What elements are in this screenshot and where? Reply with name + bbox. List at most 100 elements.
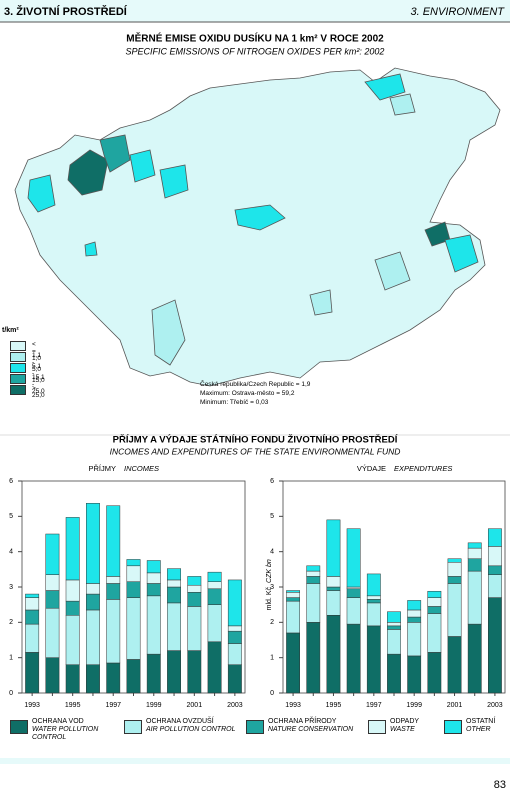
bar-segment [346,586,361,590]
x-tick-label: 1995 [326,702,342,709]
legend-name: OCHRANA VOD [32,718,84,725]
x-tick-label: 2001 [447,702,463,709]
legend-item: OCHRANA VOD WATER POLLUTION CONTROL [10,718,122,742]
bar-segment [25,593,40,598]
map-legend-title: t/km² [2,327,19,334]
y-tick-label: 4 [270,549,274,556]
bar-segment [366,625,381,694]
bar-segment [126,565,141,582]
x-tick-label: 1995 [65,702,81,709]
map-legend-label: < = 1,0 [32,341,42,362]
page-number: 83 [494,779,506,791]
footer-band [0,758,510,764]
district [364,73,406,101]
bar-segment [86,503,100,584]
bar-segment [427,590,442,598]
map-legend-label: 5,1 - 15,0 [32,363,45,384]
legend-name-en: WASTE [390,726,415,733]
bar-segment [447,636,462,694]
bar-segment [65,517,80,581]
legend-item: OCHRANA OVZDUŠÍ AIR POLLUTION CONTROL [124,718,236,734]
bar-segment [45,574,60,591]
map-note: Česká republika/Czech Republic = 1,9 [200,381,311,388]
bar-segment [427,597,442,607]
bar-segment [427,652,442,694]
district [99,134,131,173]
bar-segment [187,606,202,651]
bar-segment [346,588,361,598]
district [84,241,98,257]
y-tick-label: 6 [9,478,13,485]
y-tick-label: 1 [9,655,13,662]
y-axis-label: mld. Kč [266,587,273,611]
district [444,234,479,273]
bar-segment [366,599,381,604]
y-tick-label: 0 [270,690,274,697]
bar-segment [387,622,401,627]
map-note: Minimum: Třebíč = 0,03 [200,399,269,406]
y-tick-label: 3 [9,584,13,591]
bar-segment [346,528,361,588]
bar-segment [25,652,40,694]
bar-segment [65,664,80,694]
map-subtitle: SPECIFIC EMISSIONS OF NITROGEN OXIDES PE… [126,46,385,56]
legend-swatch [368,720,386,734]
bar-segment [45,657,60,694]
bar-segment [366,573,381,597]
map-note: Maximum: Ostrava-město = 59,2 [200,390,295,397]
legend-swatch [444,720,462,734]
charts-title: PŘÍJMY A VÝDAJE STÁTNÍHO FONDU ŽIVOTNÍHO… [113,434,398,446]
bar-segment [106,576,121,584]
legend-name: OSTATNÍ [466,718,496,725]
x-tick-label: 2001 [187,702,203,709]
legend-name: OCHRANA PŘÍRODY [268,718,337,725]
bar-segment [407,616,422,623]
district [151,299,186,366]
x-tick-label: 1999 [406,702,422,709]
bar-segment [25,597,40,611]
map-legend-swatch [10,341,26,351]
bar-segment [106,505,121,577]
bar-segment [146,653,161,694]
bar-segment [167,579,181,588]
bar-segment [227,630,242,644]
bar-segment [467,542,482,549]
y-tick-label: 5 [270,513,274,520]
bar-segment [427,606,442,614]
y-tick-label: 1 [270,655,274,662]
bar-segment [227,579,242,627]
map-legend-label: > 25,0 [32,385,45,399]
legend-swatch [246,720,264,734]
legend-swatch [10,720,28,734]
legend-item: OCHRANA PŘÍRODY NATURE CONSERVATION [246,718,358,734]
bar-segment [407,609,422,618]
bar-segment [167,602,181,651]
bar-segment [306,622,321,694]
header-right: 3. ENVIRONMENT [410,6,505,18]
x-tick-label: 2003 [227,702,243,709]
bar-segment [326,576,341,588]
bar-segment [306,570,321,577]
bar-segment [45,607,60,658]
bar-segment [407,655,422,694]
bar-segment [146,560,161,574]
bar-segment [306,576,321,584]
bar-segment [286,600,301,634]
bar-segment [407,622,422,657]
bar-segment [387,653,401,694]
x-tick-label: 1999 [146,702,162,709]
bar-segment [407,600,422,611]
bar-segment [366,602,381,627]
bar-segment [447,558,462,563]
bar-segment [65,600,80,616]
bar-segment [207,581,222,590]
y-tick-label: 5 [9,513,13,520]
bar-segment [167,586,181,604]
district [159,164,189,199]
map-legend-swatch [10,363,26,373]
bar-segment [106,599,121,664]
legend-name: ODPADY [390,718,420,725]
chart-title: PŘÍJMY [88,464,116,473]
map-title: MĚRNÉ EMISE OXIDU DUSÍKU NA 1 km² V ROCE… [126,32,384,45]
